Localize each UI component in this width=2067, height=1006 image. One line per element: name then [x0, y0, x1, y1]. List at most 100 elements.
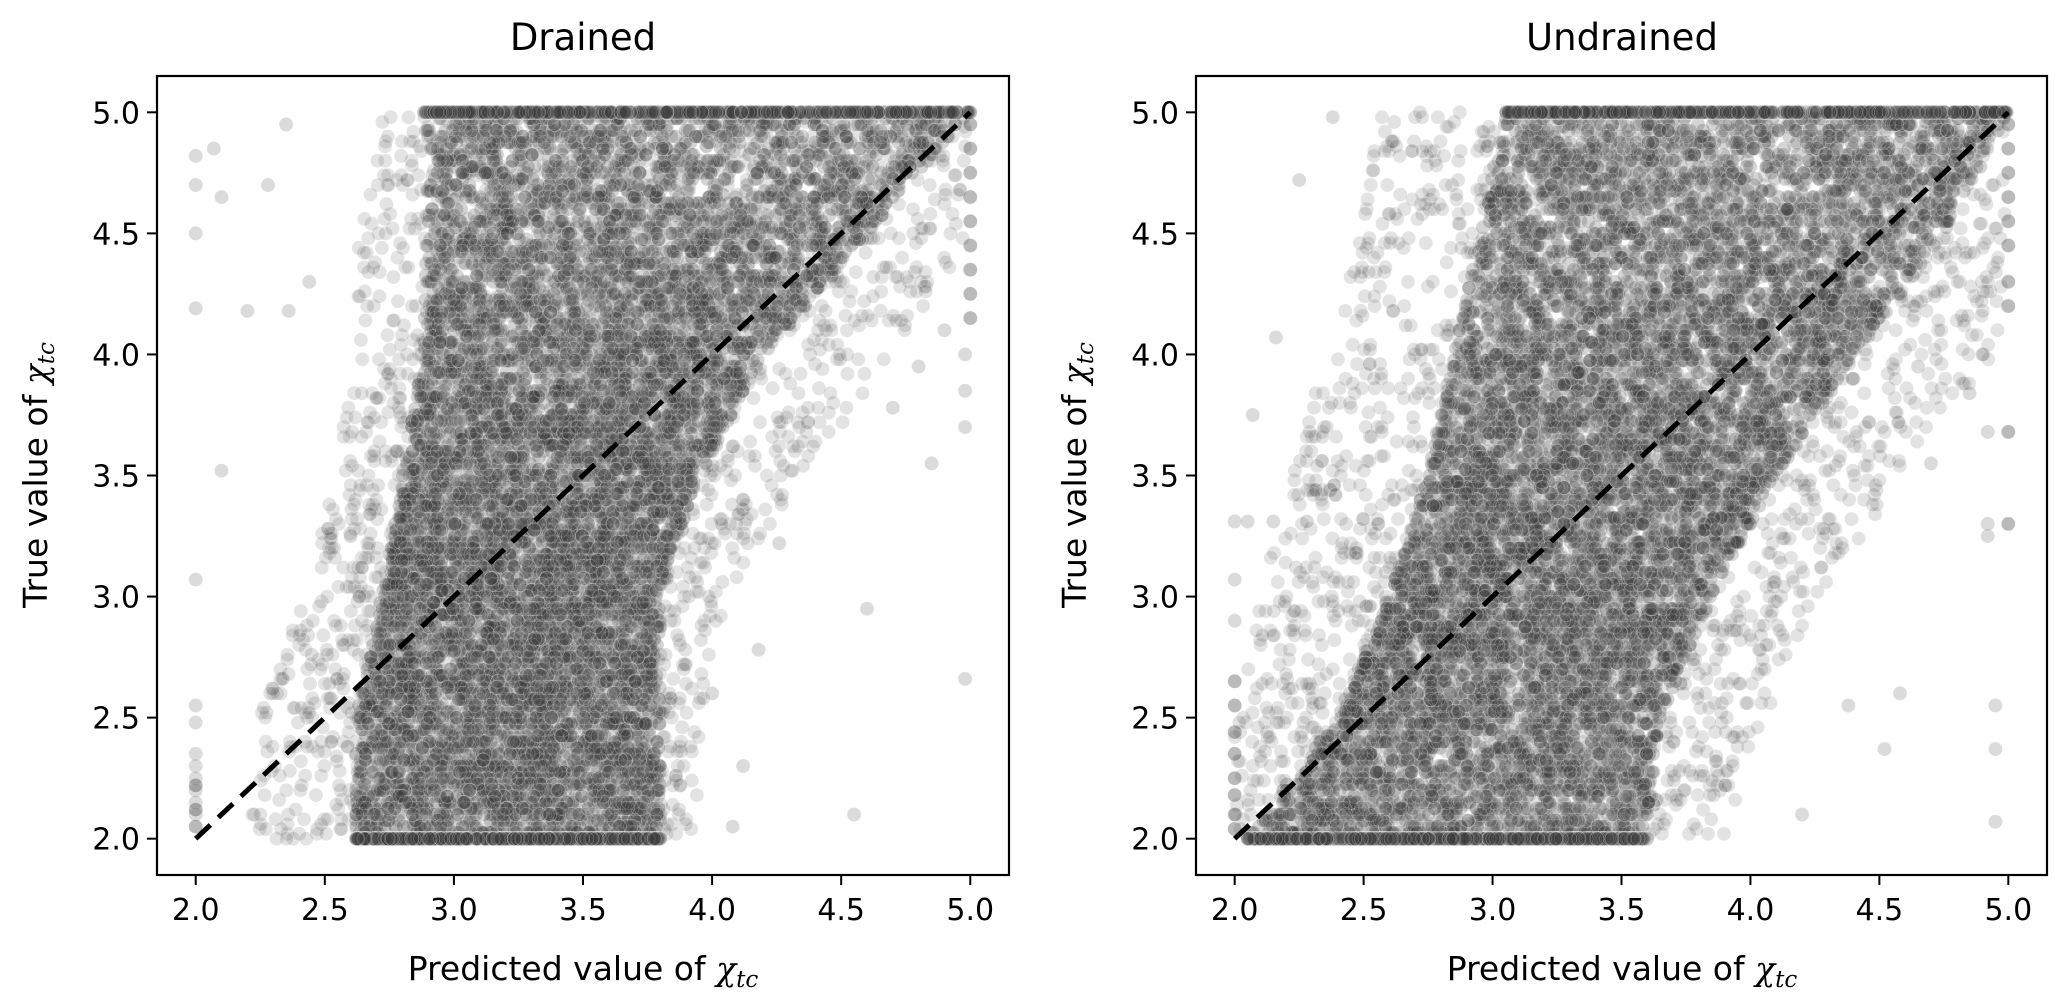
data-point	[347, 409, 363, 425]
data-point	[385, 269, 401, 285]
data-point	[618, 618, 634, 633]
data-point	[513, 409, 528, 425]
data-point	[333, 618, 349, 633]
data-point	[621, 574, 637, 590]
data-point	[580, 225, 596, 241]
data-point	[631, 196, 647, 212]
data-point	[705, 463, 721, 479]
data-point	[694, 666, 709, 682]
data-point	[675, 400, 690, 416]
data-point	[799, 424, 814, 440]
data-point	[839, 400, 854, 416]
data-point	[385, 550, 401, 566]
data-point	[691, 695, 707, 711]
data-point	[478, 443, 494, 459]
data-point	[474, 288, 490, 304]
data-point	[730, 506, 746, 522]
data-point	[759, 468, 775, 483]
data-point	[515, 773, 531, 788]
data-point	[293, 603, 309, 619]
data-point	[407, 763, 423, 779]
data-point	[413, 337, 428, 353]
data-point	[469, 632, 485, 648]
data-point	[472, 792, 488, 808]
data-point	[354, 351, 370, 367]
data-point	[851, 317, 867, 333]
data-point	[936, 158, 951, 174]
data-point	[636, 787, 651, 803]
data-point	[871, 230, 886, 246]
data-point	[321, 497, 337, 513]
data-point	[556, 380, 572, 396]
data-point	[704, 225, 720, 241]
data-point	[351, 584, 367, 600]
data-point	[942, 259, 957, 275]
data-point	[346, 560, 361, 575]
data-point	[354, 560, 370, 575]
data-point	[888, 269, 904, 285]
data-point	[952, 182, 967, 198]
data-point	[334, 632, 350, 648]
data-point	[676, 395, 692, 411]
data-point	[840, 366, 855, 382]
data-point	[265, 739, 281, 755]
data-point	[443, 182, 458, 198]
data-point	[697, 540, 712, 556]
data-point	[581, 792, 597, 808]
data-point	[735, 492, 751, 508]
data-point	[377, 153, 393, 169]
data-point	[617, 657, 633, 672]
data-point	[652, 424, 668, 440]
data-point	[356, 211, 372, 227]
data-point	[714, 511, 730, 527]
data-point	[533, 603, 549, 619]
data-point	[786, 245, 802, 261]
data-point	[657, 419, 673, 435]
data-point	[689, 787, 705, 803]
data-point	[591, 293, 607, 309]
data-point	[433, 700, 449, 716]
data-point	[735, 501, 750, 517]
data-point	[370, 477, 386, 493]
data-point	[308, 787, 324, 803]
data-point	[606, 317, 621, 333]
data-point	[638, 603, 653, 619]
data-point	[677, 540, 692, 556]
data-point	[825, 395, 841, 411]
data-point	[300, 700, 316, 716]
data-point	[624, 657, 639, 672]
data-point	[663, 613, 678, 629]
data-point	[522, 342, 537, 358]
data-point	[473, 342, 489, 358]
data-point	[281, 666, 296, 682]
data-point	[848, 230, 864, 246]
data-point	[337, 637, 352, 653]
data-point	[876, 259, 892, 275]
data-point	[849, 153, 865, 169]
data-point	[320, 521, 336, 537]
data-point	[386, 749, 401, 764]
data-point	[591, 744, 606, 759]
data-point	[405, 124, 421, 140]
data-point	[353, 332, 369, 348]
data-point	[491, 192, 507, 207]
data-point	[369, 511, 385, 527]
data-point	[712, 511, 728, 527]
data-point	[532, 201, 548, 217]
data-point	[769, 487, 785, 503]
data-point	[936, 250, 952, 266]
data-point	[909, 284, 925, 299]
data-point	[615, 308, 631, 324]
data-point	[571, 477, 587, 493]
data-point	[378, 443, 394, 459]
data-point	[574, 264, 590, 280]
scatter-points	[188, 104, 978, 847]
data-point	[740, 535, 756, 551]
data-point	[824, 124, 840, 140]
data-point	[311, 652, 326, 667]
data-point	[364, 216, 380, 232]
data-point	[351, 647, 366, 663]
data-point	[876, 351, 892, 367]
data-point	[547, 642, 563, 658]
